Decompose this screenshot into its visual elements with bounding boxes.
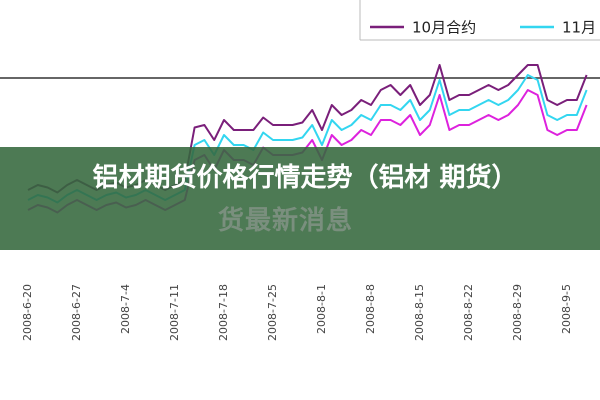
x-tick-label: 2008-8-8 xyxy=(364,284,377,334)
x-tick-label: 2008-7-4 xyxy=(119,284,132,334)
banner-title[interactable]: 铝材期货价格行情走势（铝材 期货） xyxy=(92,163,518,193)
x-tick-label: 2008-8-29 xyxy=(511,284,524,341)
x-tick-label: 2008-6-20 xyxy=(21,284,34,341)
x-tick-label: 2008-6-27 xyxy=(70,284,83,341)
x-tick-label: 2008-7-25 xyxy=(266,284,279,341)
x-tick-label: 2008-7-11 xyxy=(168,284,181,341)
x-tick-label: 2008-7-18 xyxy=(217,284,230,341)
banner xyxy=(0,147,600,250)
watermark: 货最新消息 xyxy=(218,206,354,236)
x-tick-label: 2008-8-15 xyxy=(413,284,426,341)
x-tick-label: 2008-8-22 xyxy=(462,284,475,341)
x-tick-label: 2008-8-1 xyxy=(315,284,328,334)
legend-label: 11月 xyxy=(562,19,596,37)
legend-label: 10月合约 xyxy=(412,19,476,37)
x-tick-label: 2008-9-5 xyxy=(560,284,573,334)
